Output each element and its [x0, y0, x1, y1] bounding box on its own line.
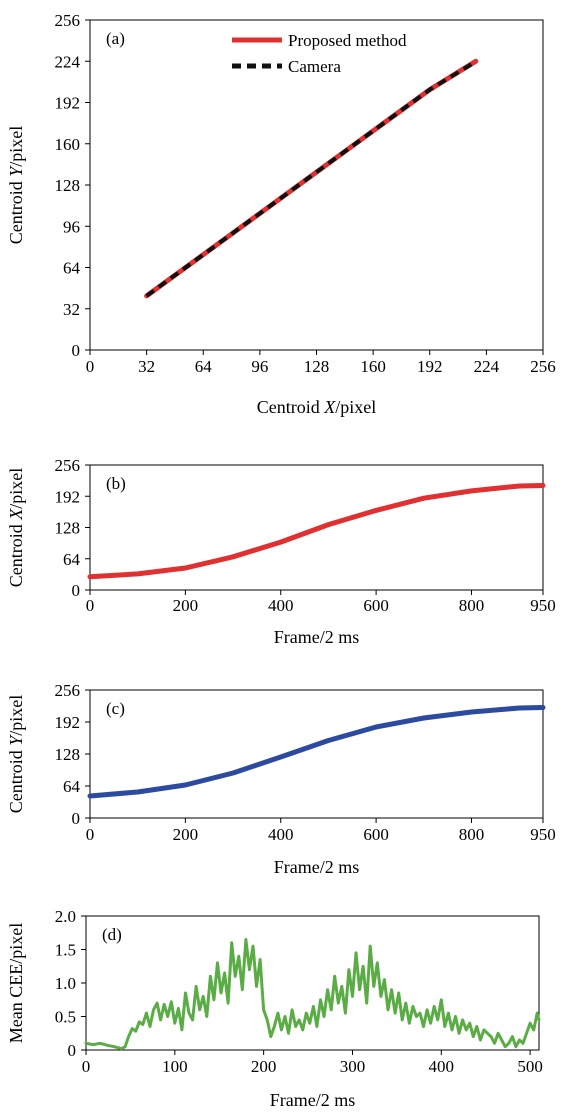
y-axis-label-unit: /pixel [6, 468, 26, 509]
x-tick-label: 100 [162, 1057, 188, 1076]
y-tick-label: 192 [55, 94, 81, 113]
y-tick-label: 96 [63, 217, 80, 236]
y-axis-label: Centroid X/pixel [6, 468, 26, 588]
x-tick-label: 400 [429, 1057, 455, 1076]
x-axis-label: Centroid X/pixel [257, 397, 377, 417]
y-tick-label: 64 [63, 777, 81, 796]
y-tick-label: 256 [55, 681, 81, 700]
chart-panel-a: 0 32 64 96 128 160 192 224 256 0 32 64 96 128 160 192 22… [6, 11, 556, 417]
y-tick-label: 0 [72, 341, 81, 360]
y-tick-label: 0 [72, 581, 81, 600]
x-tick-label: 950 [530, 596, 556, 615]
panel-label: (a) [106, 29, 125, 48]
x-tick-label: 0 [86, 357, 95, 376]
y-axis-label-text: Centroid [6, 746, 26, 814]
x-tick-label: 256 [530, 357, 556, 376]
y-tick-label: 64 [63, 259, 81, 278]
y-tick-label: 192 [55, 713, 81, 732]
y-axis-label-var: X [6, 508, 26, 521]
y-tick-label: 1.0 [55, 974, 76, 993]
x-tick-label: 192 [417, 357, 443, 376]
series-line-series-0 [84, 938, 541, 1051]
x-tick-label: 160 [360, 357, 386, 376]
chart-panel-b: 0 200 400 600 800 950 0 64 128 192 256 Frame/2 ms Ce… [6, 456, 556, 647]
x-tick-label: 200 [251, 1057, 277, 1076]
y-axis-label-unit: /pixel [6, 695, 26, 736]
x-tick-label: 0 [82, 1057, 91, 1076]
x-tick-label: 400 [268, 825, 294, 844]
x-tick-label: 950 [530, 825, 556, 844]
y-tick-label: 32 [63, 300, 80, 319]
x-axis-label-text: Centroid [257, 397, 325, 417]
panel-label: (b) [106, 474, 126, 493]
y-axis-label: Centroid Y/pixel [6, 126, 26, 245]
x-tick-label: 200 [173, 825, 199, 844]
x-tick-label: 800 [459, 596, 485, 615]
x-axis-label-text: Frame/2 ms [274, 627, 360, 647]
y-tick-label: 224 [55, 52, 81, 71]
series-line-series-0 [87, 705, 546, 799]
x-axis-label: Frame/2 ms [274, 627, 360, 647]
y-axis-label-text: Centroid [6, 520, 26, 588]
x-axis-label-var: X [323, 397, 336, 417]
x-tick-label: 800 [459, 825, 485, 844]
y-axis-label: Centroid Y/pixel [6, 695, 26, 814]
x-axis-label-text: Frame/2 ms [270, 1090, 356, 1110]
x-tick-label: 128 [304, 357, 330, 376]
chart-panel-c: 0 200 400 600 800 950 0 64 128 192 256 Frame/2 ms Ce… [6, 681, 556, 877]
x-tick-label: 500 [517, 1057, 543, 1076]
y-tick-label: 2.0 [55, 907, 76, 926]
y-tick-label: 0 [68, 1041, 77, 1060]
y-tick-label: 0.5 [55, 1008, 76, 1027]
y-tick-label: 256 [55, 11, 81, 30]
y-axis-label-unit: /pixel [6, 126, 26, 167]
x-tick-label: 0 [86, 825, 95, 844]
y-axis-label-var: Y [6, 165, 26, 177]
y-tick-label: 0 [72, 809, 81, 828]
y-axis-label-text: Mean CEE/pixel [6, 923, 26, 1043]
x-tick-label: 600 [363, 596, 389, 615]
x-tick-label: 300 [340, 1057, 366, 1076]
x-tick-label: 32 [138, 357, 155, 376]
x-axis-label: Frame/2 ms [274, 857, 360, 877]
x-tick-label: 600 [363, 825, 389, 844]
y-tick-label: 128 [55, 176, 81, 195]
x-tick-label: 400 [268, 596, 294, 615]
panel-label: (d) [102, 925, 122, 944]
panel-label: (c) [106, 699, 125, 718]
y-tick-label: 64 [63, 550, 81, 569]
x-tick-label: 200 [173, 596, 199, 615]
y-tick-label: 128 [55, 745, 81, 764]
y-tick-label: 192 [55, 487, 81, 506]
series-line-camera [145, 62, 474, 298]
y-axis-label: Mean CEE/pixel [6, 923, 26, 1043]
x-axis-label: Frame/2 ms [270, 1090, 356, 1110]
x-tick-label: 64 [195, 357, 213, 376]
chart-panel-d: 0 100 200 300 400 500 0 0.5 1.0 1.5 2.0 Frame/2 ms M… [6, 907, 543, 1110]
y-tick-label: 256 [55, 456, 81, 475]
x-tick-label: 0 [86, 596, 95, 615]
y-axis-label-text: Centroid [6, 177, 26, 245]
y-tick-label: 128 [55, 519, 81, 538]
legend-label: Proposed method [288, 31, 407, 50]
series-line-series-0 [87, 483, 546, 580]
x-tick-label: 224 [474, 357, 500, 376]
legend-label: Camera [288, 57, 341, 76]
x-tick-label: 96 [251, 357, 268, 376]
y-tick-label: 1.5 [55, 941, 76, 960]
y-tick-label: 160 [55, 135, 81, 154]
x-axis-label-text: Frame/2 ms [274, 857, 360, 877]
x-axis-label-unit: /pixel [335, 397, 376, 417]
y-axis-label-var: Y [6, 734, 26, 746]
